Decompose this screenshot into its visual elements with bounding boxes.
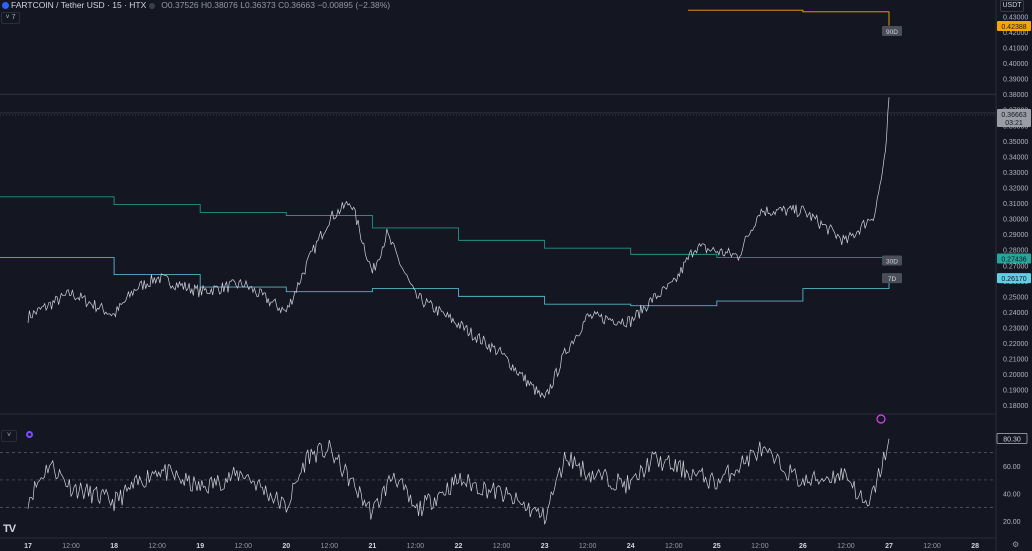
time-tick-label: 17 xyxy=(24,543,32,550)
countdown-label: 03:21 xyxy=(1005,120,1023,127)
time-tick-label: 28 xyxy=(971,543,979,550)
price-line xyxy=(27,97,890,399)
symbol-title[interactable]: FARTCOIN / Tether USD · 15 · HTX xyxy=(11,0,147,10)
time-tick-label: 27 xyxy=(885,543,893,550)
time-tick-label: 25 xyxy=(713,543,721,550)
indicators-toggle-button[interactable]: ˅ 7 xyxy=(1,12,20,24)
market-status-icon xyxy=(149,3,156,9)
price-tick-label: 0.34000 xyxy=(1003,154,1028,161)
price-tick-label: 0.39000 xyxy=(1003,77,1028,84)
price-tag-orange-bg xyxy=(997,20,1031,31)
time-tick-label: 12:00 xyxy=(579,543,597,550)
ma7-label-bg xyxy=(882,273,902,284)
price-tick-label: 0.40000 xyxy=(1003,61,1028,68)
rsi-tick-label: 40.00 xyxy=(1003,492,1021,499)
currency-label[interactable]: USDT xyxy=(1000,0,1024,12)
rsi-tick-label: 60.00 xyxy=(1003,464,1021,471)
time-tick-label: 12:00 xyxy=(234,543,252,550)
ma90-label-bg xyxy=(882,25,902,36)
price-tick-label: 0.35000 xyxy=(1003,139,1028,146)
time-tick-label: 12:00 xyxy=(837,543,855,550)
alert-icon xyxy=(876,414,886,424)
ma7-label: 7D xyxy=(888,276,897,283)
time-tick-label: 12:00 xyxy=(493,543,511,550)
time-tick-label: 23 xyxy=(541,543,549,550)
rsi-value-tag-bg xyxy=(996,433,1028,444)
tradingview-logo-icon[interactable]: TV xyxy=(3,523,16,535)
time-tick-label: 12:00 xyxy=(923,543,941,550)
settings-gear-icon[interactable]: ⚙ xyxy=(1012,540,1020,549)
price-tick-label: 0.41000 xyxy=(1003,46,1028,53)
price-tag-cyan-bg xyxy=(997,273,1031,284)
price-tick-label: 0.23000 xyxy=(1003,325,1028,332)
chart-header: FARTCOIN / Tether USD · 15 · HTX O0.37526… xyxy=(2,0,390,10)
price-tick-label: 0.25000 xyxy=(1003,294,1028,301)
price-tick-label: 0.22000 xyxy=(1003,341,1028,348)
ma90-line xyxy=(688,9,890,26)
ohlc-values: O0.37526 H0.38076 L0.36373 C0.36663 −0.0… xyxy=(161,0,391,10)
time-tick-label: 12:00 xyxy=(407,543,425,550)
price-tick-label: 0.28000 xyxy=(1003,248,1028,255)
time-tick-label: 18 xyxy=(110,543,118,550)
price-tick-label: 0.30000 xyxy=(1003,217,1028,224)
time-tick-label: 12:00 xyxy=(751,543,769,550)
ma30-label-bg xyxy=(882,255,902,266)
price-tick-label: 0.42000 xyxy=(1003,30,1028,37)
price-tick-label: 0.32000 xyxy=(1003,186,1028,193)
rsi-collapse-button[interactable]: ˅ xyxy=(1,430,17,442)
price-tick-label: 0.38000 xyxy=(1003,92,1028,99)
time-tick-label: 22 xyxy=(455,543,463,550)
time-tick-label: 24 xyxy=(627,543,635,550)
price-tick-label: 0.24000 xyxy=(1003,310,1028,317)
price-tick-label: 0.19000 xyxy=(1003,388,1028,395)
price-tick-label: 0.27000 xyxy=(1003,263,1028,270)
price-tag-green: 0.27436 xyxy=(1001,256,1026,263)
price-tick-label: 0.43000 xyxy=(1003,14,1028,21)
price-tag-green-bg xyxy=(997,253,1031,264)
symbol-logo-icon xyxy=(2,2,9,9)
price-tag-orange: 0.42388 xyxy=(1001,24,1026,31)
rsi-tick-label: 20.00 xyxy=(1003,519,1021,526)
time-tick-label: 21 xyxy=(369,543,377,550)
price-tag-current: 0.36663 xyxy=(1001,112,1026,119)
rsi-value-tag: 80.30 xyxy=(1003,436,1021,443)
time-tick-label: 12:00 xyxy=(665,543,683,550)
price-tick-label: 0.29000 xyxy=(1003,232,1028,239)
ma7-line xyxy=(0,257,890,307)
price-tag-current-bg xyxy=(997,108,1031,127)
time-tick-label: 12:00 xyxy=(148,543,166,550)
price-tick-label: 0.21000 xyxy=(1003,357,1028,364)
price-tick-label: 0.33000 xyxy=(1003,170,1028,177)
time-tick-label: 12:00 xyxy=(62,543,80,550)
rsi-indicator-icon[interactable] xyxy=(26,431,33,438)
price-tick-label: 0.31000 xyxy=(1003,201,1028,208)
price-tick-label: 0.18000 xyxy=(1003,403,1028,410)
ma30-line xyxy=(0,196,890,260)
price-tick-label: 0.20000 xyxy=(1003,372,1028,379)
time-tick-label: 19 xyxy=(196,543,204,550)
time-tick-label: 12:00 xyxy=(321,543,339,550)
time-tick-label: 20 xyxy=(282,543,290,550)
ma90-label: 90D xyxy=(886,29,898,36)
time-tick-label: 26 xyxy=(799,543,807,550)
rsi-line xyxy=(27,438,890,525)
ma30-label: 30D xyxy=(886,258,898,265)
price-tag-cyan: 0.26170 xyxy=(1001,276,1026,283)
